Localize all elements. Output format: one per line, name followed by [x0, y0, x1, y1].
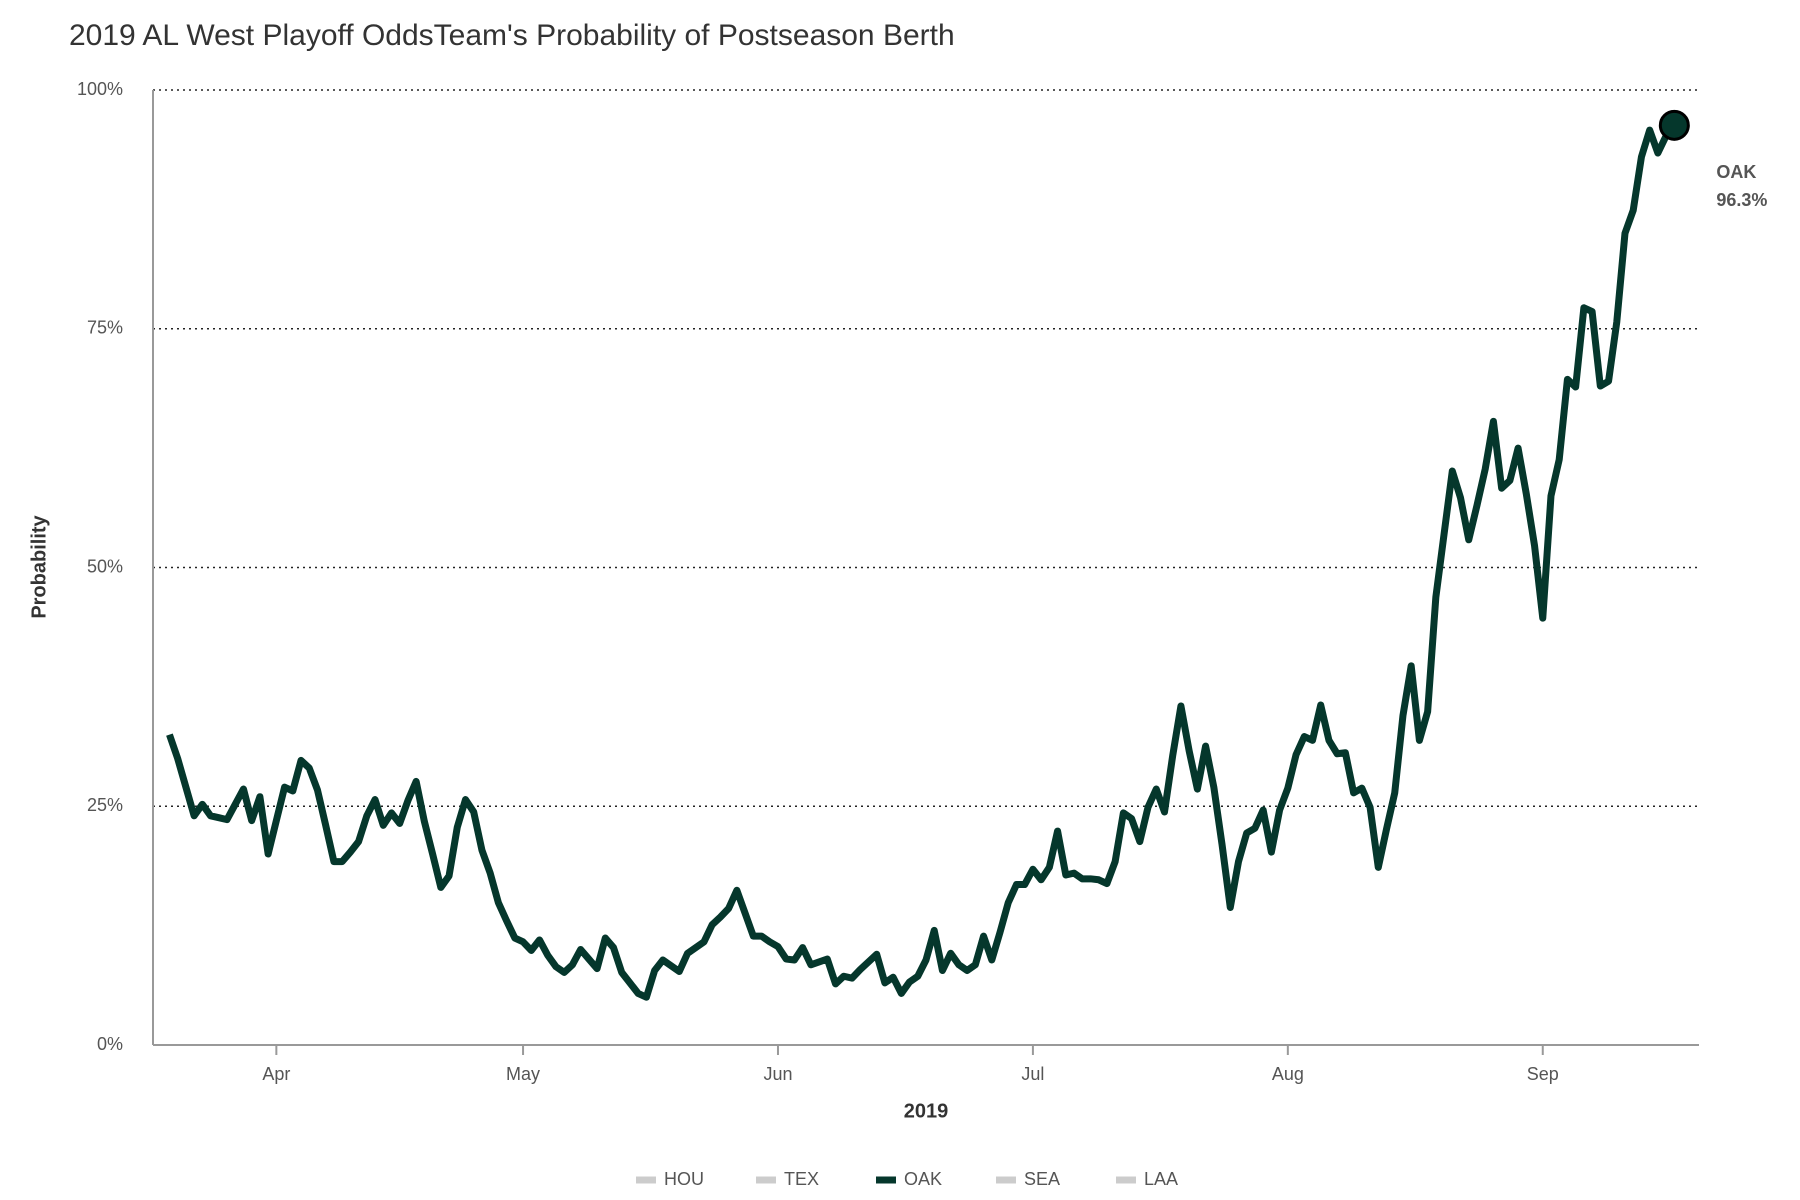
- legend-swatch: [996, 1176, 1016, 1184]
- chart-title: 2019 AL West Playoff OddsTeam's Probabil…: [69, 19, 955, 52]
- y-tick-label: 75%: [87, 318, 123, 338]
- y-tick-label: 100%: [77, 79, 123, 99]
- legend-swatch: [636, 1176, 656, 1184]
- x-axis-title: 2019: [904, 1100, 949, 1122]
- x-tick-label: Jul: [1021, 1064, 1044, 1084]
- end-label-name: OAK: [1716, 162, 1756, 182]
- series-line: [166, 123, 1678, 1001]
- legend-label: HOU: [664, 1169, 704, 1189]
- legend-label: TEX: [784, 1169, 819, 1189]
- x-tick-label: Sep: [1527, 1064, 1559, 1084]
- legend-label: OAK: [904, 1169, 942, 1189]
- legend-swatch: [756, 1176, 776, 1184]
- y-tick-label: 25%: [87, 795, 123, 815]
- legend-swatch: [876, 1176, 896, 1184]
- x-tick-label: Apr: [262, 1064, 290, 1084]
- end-marker: [1658, 109, 1690, 141]
- legend-swatch: [1116, 1176, 1136, 1184]
- x-tick-label: Aug: [1272, 1064, 1304, 1084]
- x-tick-label: Jun: [763, 1064, 792, 1084]
- y-tick-label: 50%: [87, 556, 123, 576]
- y-axis-title: Probability: [28, 514, 50, 618]
- y-tick-label: 0%: [97, 1034, 123, 1054]
- data-label: 96.3%: [1716, 190, 1767, 210]
- legend-label: LAA: [1144, 1169, 1178, 1189]
- x-tick-label: May: [506, 1064, 540, 1084]
- legend-label: SEA: [1024, 1169, 1060, 1189]
